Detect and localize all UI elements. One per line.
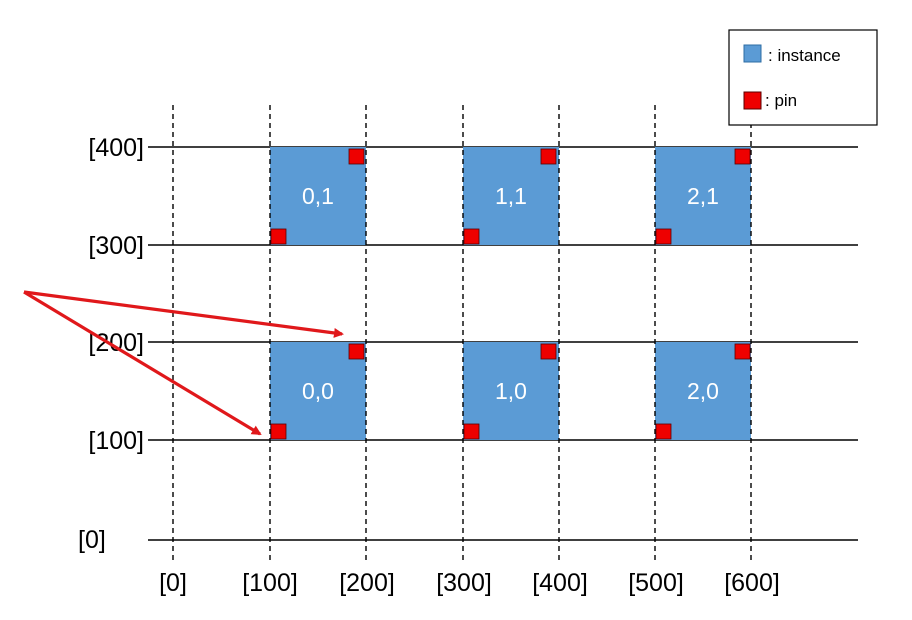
pin bbox=[655, 423, 672, 440]
instance-label: 1,1 bbox=[495, 183, 527, 209]
pins bbox=[270, 148, 751, 440]
pin bbox=[463, 228, 480, 245]
x-axis-labels: [0] [100] [200] [300] [400] [500] [600] bbox=[159, 569, 780, 597]
pin bbox=[270, 423, 287, 440]
y-tick-label: [200] bbox=[88, 329, 144, 357]
y-tick-label: [300] bbox=[88, 232, 144, 260]
y-axis-labels: [400] [300] [200] [100] [0] bbox=[78, 134, 144, 554]
arrow-to-bottom-pin bbox=[23, 290, 262, 436]
legend-pin-label: : pin bbox=[765, 91, 797, 110]
x-tick-label: [600] bbox=[724, 569, 780, 597]
x-tick-label: [200] bbox=[339, 569, 395, 597]
instance-label: 2,1 bbox=[687, 183, 719, 209]
instance-label: 0,0 bbox=[302, 378, 334, 404]
x-tick-label: [300] bbox=[436, 569, 492, 597]
pin bbox=[655, 228, 672, 245]
arrow-to-top-pin bbox=[23, 290, 344, 338]
y-tick-label: [0] bbox=[78, 526, 106, 554]
pin bbox=[734, 343, 751, 360]
legend: : instance : pin bbox=[728, 29, 878, 126]
pin bbox=[734, 148, 751, 165]
vertical-grid-lines bbox=[172, 105, 752, 562]
pin bbox=[540, 343, 557, 360]
instance-label: 0,1 bbox=[302, 183, 334, 209]
pin bbox=[348, 343, 365, 360]
instance-label: 1,0 bbox=[495, 378, 527, 404]
instance-label: 2,0 bbox=[687, 378, 719, 404]
pin-arrows bbox=[23, 290, 344, 436]
legend-instance-label: : instance bbox=[768, 46, 841, 65]
legend-instance-swatch bbox=[743, 44, 762, 63]
legend-box bbox=[728, 29, 878, 126]
x-tick-label: [500] bbox=[628, 569, 684, 597]
pin bbox=[463, 423, 480, 440]
y-tick-label: [100] bbox=[88, 427, 144, 455]
pin bbox=[348, 148, 365, 165]
pin bbox=[540, 148, 557, 165]
pin bbox=[270, 228, 287, 245]
x-tick-label: [400] bbox=[532, 569, 588, 597]
x-tick-label: [0] bbox=[159, 569, 187, 597]
instance-labels: 0,1 1,1 2,1 0,0 1,0 2,0 bbox=[302, 183, 719, 404]
legend-pin-swatch bbox=[743, 91, 762, 110]
x-tick-label: [100] bbox=[242, 569, 298, 597]
y-tick-label: [400] bbox=[88, 134, 144, 162]
